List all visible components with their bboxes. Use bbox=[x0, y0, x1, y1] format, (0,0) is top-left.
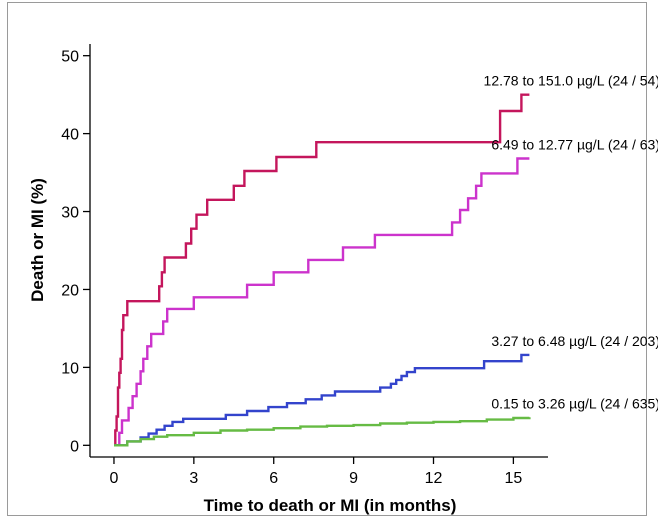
x-tick-label: 9 bbox=[349, 470, 358, 487]
series-label-4: 0.15 to 3.26 µg/L (24 / 635) bbox=[491, 395, 658, 411]
y-tick-label: 50 bbox=[61, 49, 79, 66]
y-tick-label: 10 bbox=[61, 360, 79, 377]
x-tick-label: 3 bbox=[189, 470, 198, 487]
series-label-2: 6.49 to 12.77 µg/L (24 / 63) bbox=[491, 137, 658, 153]
labels-layer: 12.78 to 151.0 µg/L (24 / 54) 6.49 to 12.… bbox=[484, 73, 658, 412]
x-tick-label: 0 bbox=[110, 470, 119, 487]
series-line-3 bbox=[114, 353, 530, 447]
series-layer bbox=[114, 93, 531, 447]
y-tick-label: 0 bbox=[70, 438, 79, 455]
axes: 0 3 6 9 12 15 0 10 20 30 40 50 bbox=[61, 44, 548, 487]
series-label-1: 12.78 to 151.0 µg/L (24 / 54) bbox=[484, 73, 658, 89]
series-label-3: 3.27 to 6.48 µg/L (24 / 203) bbox=[491, 333, 658, 349]
series-line-2 bbox=[114, 157, 530, 447]
y-axis-title: Death or MI (%) bbox=[28, 178, 47, 302]
y-tick-label: 20 bbox=[61, 282, 79, 299]
series-line-4 bbox=[114, 416, 531, 447]
series-line-1 bbox=[114, 93, 530, 447]
x-axis-title: Time to death or MI (in months) bbox=[204, 496, 457, 515]
y-tick-label: 30 bbox=[61, 205, 79, 222]
x-tick-label: 6 bbox=[269, 470, 278, 487]
x-tick-label: 15 bbox=[504, 470, 522, 487]
y-tick-label: 40 bbox=[61, 127, 79, 144]
x-tick-label: 12 bbox=[425, 470, 443, 487]
